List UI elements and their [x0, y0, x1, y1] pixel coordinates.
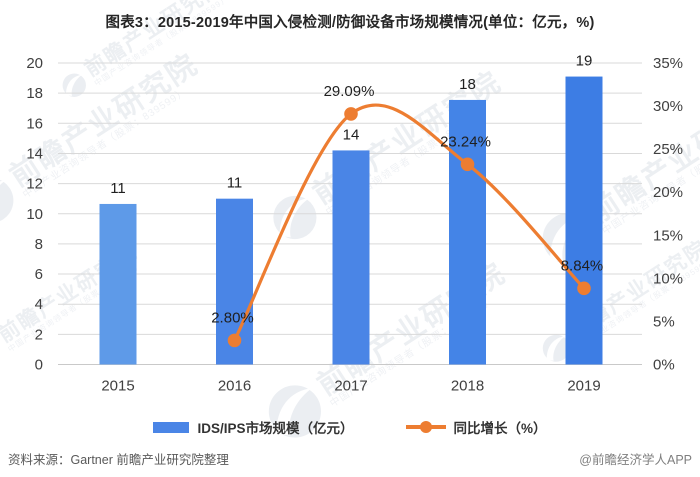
bar-2019: [565, 76, 603, 365]
right-axis-tick-label: 25%: [653, 141, 683, 158]
line-marker-2018: [460, 157, 475, 172]
right-axis-tick-label: 15%: [653, 227, 683, 244]
left-axis-tick-label: 10: [26, 206, 43, 223]
left-axis-tick-label: 20: [26, 55, 43, 72]
line-series-swatch-icon: [405, 420, 446, 433]
right-axis-tick-label: 0%: [653, 357, 675, 374]
left-axis-tick-label: 0: [35, 357, 43, 374]
bar-value-label: 11: [110, 180, 126, 197]
chart-title: 图表3：2015-2019年中国入侵检测/防御设备市场规模情况(单位：亿元，%): [105, 15, 595, 31]
right-axis-tick-label: 35%: [653, 55, 683, 72]
left-axis-tick-label: 4: [35, 296, 43, 313]
x-axis-tick-label: 2019: [567, 378, 600, 395]
right-axis-tick-label: 20%: [653, 184, 683, 201]
line-value-label: 29.09%: [324, 83, 375, 100]
bar-2015: [99, 203, 137, 365]
legend: IDS/IPS市场规模（亿元） 同比增长（%）: [0, 417, 700, 437]
legend-item-growth: 同比增长（%）: [405, 417, 547, 437]
line-marker-icon: [419, 420, 432, 433]
line-marker-2019: [577, 281, 591, 296]
x-axis-tick-label: 2018: [451, 378, 484, 395]
footer: 资料来源：Gartner 前瞻产业研究院整理 @前瞻经济学人APP: [8, 449, 692, 468]
line-value-label: 8.84%: [561, 257, 604, 274]
right-axis-tick-label: 5%: [653, 313, 675, 330]
bar-series-swatch-icon: [153, 421, 190, 433]
left-axis-tick-label: 6: [35, 266, 43, 283]
line-value-label: 2.80%: [211, 309, 254, 326]
line-marker-2016: [227, 333, 242, 348]
left-axis-tick-label: 16: [26, 115, 43, 132]
bar-2017: [332, 150, 370, 365]
credit-note: @前瞻经济学人APP: [579, 453, 692, 467]
x-axis-tick-label: 2017: [334, 378, 367, 395]
left-axis-tick-label: 2: [35, 326, 43, 343]
source-note: 资料来源：Gartner 前瞻产业研究院整理: [8, 453, 229, 467]
left-axis-tick-label: 8: [35, 236, 43, 253]
legend-label-market-size: IDS/IPS市场规模（亿元）: [197, 421, 354, 436]
left-axis-tick-label: 14: [26, 145, 43, 162]
bar-value-label: 18: [459, 76, 476, 93]
growth-line: [232, 103, 586, 342]
line-value-label: 23.24%: [440, 133, 491, 150]
legend-label-growth: 同比增长（%）: [453, 421, 547, 436]
bar-2018: [449, 99, 486, 365]
bar-value-label: 11: [227, 175, 243, 192]
x-axis-tick-label: 2016: [218, 378, 251, 395]
bar-value-label: 19: [576, 53, 593, 70]
left-axis-tick-label: 18: [26, 85, 43, 102]
right-axis-tick-label: 30%: [653, 98, 683, 115]
legend-item-market-size: IDS/IPS市场规模（亿元）: [153, 417, 354, 437]
x-axis-tick-label: 2015: [101, 378, 134, 395]
left-axis-tick-label: 12: [26, 176, 43, 193]
line-marker-2017: [344, 107, 358, 121]
right-axis-tick-label: 10%: [653, 270, 683, 287]
bar-value-label: 14: [343, 126, 360, 143]
